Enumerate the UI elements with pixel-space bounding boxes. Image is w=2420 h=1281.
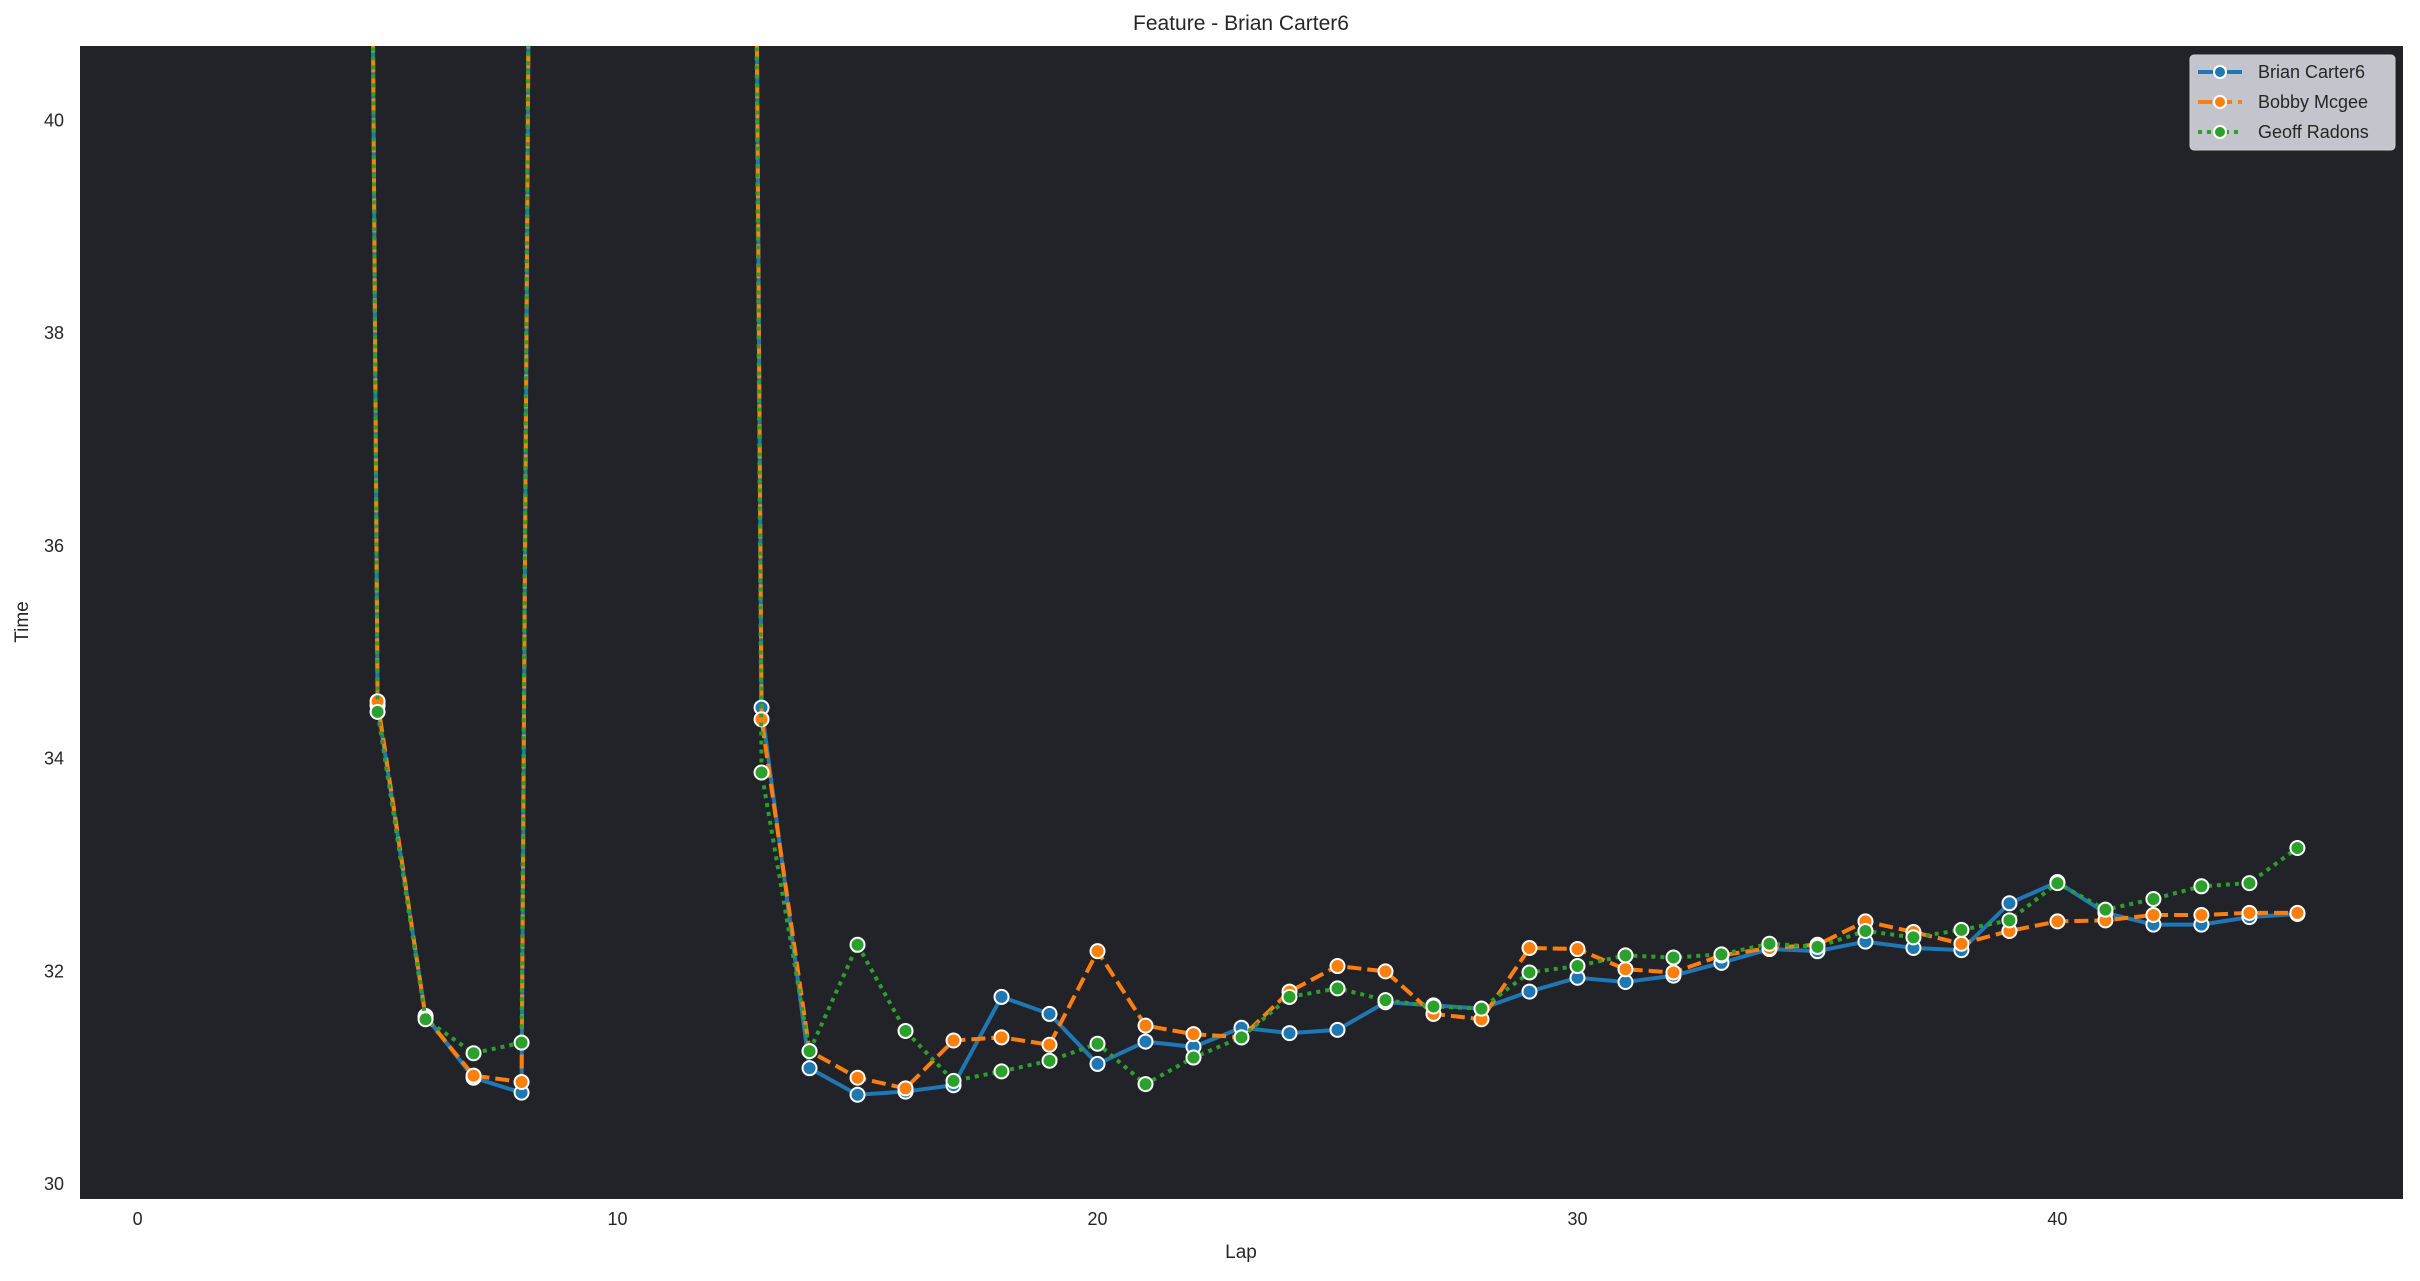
data-point — [1281, 988, 1298, 1005]
data-point — [801, 1060, 818, 1077]
legend-label: Bobby Mcgee — [2258, 92, 2368, 112]
data-point — [369, 703, 386, 720]
data-point — [1089, 1055, 1106, 1072]
legend-marker-swatch — [2213, 125, 2227, 139]
y-tick-label: 34 — [44, 749, 64, 769]
data-point — [897, 1022, 914, 1039]
data-point — [1041, 1036, 1058, 1053]
chart-title: Feature - Brian Carter6 — [1133, 12, 1349, 35]
data-point — [2145, 891, 2162, 908]
data-point — [945, 1032, 962, 1049]
data-point — [1329, 1021, 1346, 1038]
data-point — [1089, 943, 1106, 960]
data-point — [1185, 1049, 1202, 1066]
data-point — [2289, 839, 2306, 856]
legend-label: Brian Carter6 — [2258, 62, 2365, 82]
data-point — [1617, 947, 1634, 964]
data-point — [2001, 895, 2018, 912]
legend-item: Bobby Mcgee — [2198, 92, 2368, 112]
y-tick-label: 36 — [44, 536, 64, 556]
data-point — [1905, 929, 1922, 946]
data-point — [2241, 904, 2258, 921]
data-point — [2049, 875, 2066, 892]
legend-item: Geoff Radons — [2198, 122, 2369, 142]
data-point — [2193, 878, 2210, 895]
data-point — [1281, 1025, 1298, 1042]
data-point — [1521, 939, 1538, 956]
y-tick-label: 32 — [44, 961, 64, 981]
legend: Brian Carter6 Bobby Mcgee Geoff Radons — [2189, 54, 2396, 151]
y-tick-label: 40 — [44, 110, 64, 130]
data-point — [849, 936, 866, 953]
legend-box — [2189, 54, 2396, 151]
x-tick-label: 30 — [1567, 1209, 1587, 1229]
data-point — [2145, 907, 2162, 924]
x-tick-label: 20 — [1087, 1209, 1107, 1229]
data-point — [513, 1034, 530, 1051]
data-point — [1329, 980, 1346, 997]
data-point — [1809, 938, 1826, 955]
y-tick-label: 38 — [44, 323, 64, 343]
data-point — [1377, 963, 1394, 980]
series-line — [371, 46, 2298, 1091]
data-point — [993, 1029, 1010, 1046]
x-tick-label: 10 — [608, 1209, 628, 1229]
data-point — [2049, 913, 2066, 930]
data-point — [1185, 1026, 1202, 1043]
data-point — [1953, 921, 1970, 938]
data-point — [753, 764, 770, 781]
data-point — [849, 1086, 866, 1103]
data-point — [1329, 958, 1346, 975]
data-point — [801, 1043, 818, 1060]
data-point — [1665, 964, 1682, 981]
data-point — [1089, 1035, 1106, 1052]
data-point — [1569, 958, 1586, 975]
data-point — [1857, 922, 1874, 939]
data-point — [1953, 935, 1970, 952]
series-geoff-radons — [369, 46, 2306, 1093]
data-point — [465, 1045, 482, 1062]
data-point — [1041, 1005, 1058, 1022]
data-point — [1137, 1076, 1154, 1093]
data-point — [1233, 1029, 1250, 1046]
data-point — [2097, 901, 2114, 918]
data-point — [993, 988, 1010, 1005]
data-point — [1137, 1033, 1154, 1050]
data-point — [2289, 904, 2306, 921]
data-point — [993, 1063, 1010, 1080]
data-point — [2193, 907, 2210, 924]
data-point — [1617, 961, 1634, 978]
data-point — [1521, 983, 1538, 1000]
y-tick-label: 30 — [44, 1174, 64, 1194]
data-point — [897, 1080, 914, 1097]
data-point — [513, 1073, 530, 1090]
data-point — [1713, 946, 1730, 963]
data-point — [945, 1072, 962, 1089]
data-point — [417, 1011, 434, 1028]
y-axis-label: Time — [12, 601, 33, 643]
legend-item: Brian Carter6 — [2198, 62, 2365, 82]
data-point — [1041, 1052, 1058, 1069]
data-point — [1137, 1017, 1154, 1034]
data-point — [1425, 998, 1442, 1015]
data-point — [2001, 912, 2018, 929]
data-point — [1665, 949, 1682, 966]
data-point — [849, 1069, 866, 1086]
data-point — [1521, 964, 1538, 981]
plot-area — [80, 46, 2403, 1199]
legend-label: Geoff Radons — [2258, 122, 2369, 142]
data-point — [1761, 935, 1778, 952]
data-point — [465, 1067, 482, 1084]
legend-marker-swatch — [2213, 95, 2227, 109]
x-tick-label: 0 — [133, 1209, 143, 1229]
x-axis-label: Lap — [1225, 1242, 1257, 1263]
data-point — [2241, 875, 2258, 892]
legend-marker-swatch — [2213, 65, 2227, 79]
data-point — [1569, 941, 1586, 958]
x-tick-label: 40 — [2047, 1209, 2067, 1229]
data-point — [1377, 992, 1394, 1009]
data-point — [1473, 1000, 1490, 1017]
